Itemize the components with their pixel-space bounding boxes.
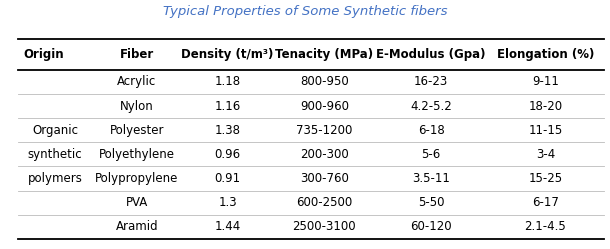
Text: 1.16: 1.16	[215, 100, 241, 113]
Text: Polyester: Polyester	[110, 124, 164, 137]
Text: Aramid: Aramid	[115, 220, 158, 234]
Text: 1.3: 1.3	[218, 196, 237, 209]
Text: 800-950: 800-950	[300, 75, 349, 88]
Text: Polypropylene: Polypropylene	[95, 172, 179, 185]
Text: Density (t/m³): Density (t/m³)	[181, 48, 274, 61]
Text: Acrylic: Acrylic	[117, 75, 157, 88]
Text: 2.1-4.5: 2.1-4.5	[525, 220, 566, 234]
Text: 60-120: 60-120	[411, 220, 452, 234]
Text: 2500-3100: 2500-3100	[292, 220, 356, 234]
Text: 200-300: 200-300	[300, 148, 349, 161]
Text: synthetic: synthetic	[27, 148, 82, 161]
Text: 3-4: 3-4	[536, 148, 555, 161]
Text: 1.18: 1.18	[215, 75, 241, 88]
Text: 15-25: 15-25	[528, 172, 562, 185]
Text: 4.2-5.2: 4.2-5.2	[411, 100, 452, 113]
Text: PVA: PVA	[126, 196, 148, 209]
Text: 3.5-11: 3.5-11	[412, 172, 450, 185]
Text: Nylon: Nylon	[120, 100, 154, 113]
Text: Elongation (%): Elongation (%)	[497, 48, 594, 61]
Text: polymers: polymers	[27, 172, 82, 185]
Text: 5-50: 5-50	[418, 196, 445, 209]
Text: 900-960: 900-960	[300, 100, 349, 113]
Text: 5-6: 5-6	[422, 148, 441, 161]
Text: 16-23: 16-23	[414, 75, 448, 88]
Text: 300-760: 300-760	[300, 172, 349, 185]
Text: 6-18: 6-18	[418, 124, 445, 137]
Text: 0.96: 0.96	[215, 148, 241, 161]
Text: 735-1200: 735-1200	[296, 124, 353, 137]
Text: 18-20: 18-20	[528, 100, 562, 113]
Text: Fiber: Fiber	[120, 48, 154, 61]
Text: 0.91: 0.91	[215, 172, 241, 185]
Text: Origin: Origin	[23, 48, 64, 61]
Text: 600-2500: 600-2500	[296, 196, 353, 209]
Text: 1.38: 1.38	[215, 124, 241, 137]
Text: 1.44: 1.44	[215, 220, 241, 234]
Text: E-Modulus (Gpa): E-Modulus (Gpa)	[376, 48, 486, 61]
Text: 6-17: 6-17	[532, 196, 559, 209]
Text: Typical Properties of Some Synthetic fibers: Typical Properties of Some Synthetic fib…	[163, 5, 447, 18]
Text: Polyethylene: Polyethylene	[99, 148, 175, 161]
Text: Organic: Organic	[32, 124, 78, 137]
Text: Tenacity (MPa): Tenacity (MPa)	[275, 48, 373, 61]
Text: 11-15: 11-15	[528, 124, 562, 137]
Text: 9-11: 9-11	[532, 75, 559, 88]
